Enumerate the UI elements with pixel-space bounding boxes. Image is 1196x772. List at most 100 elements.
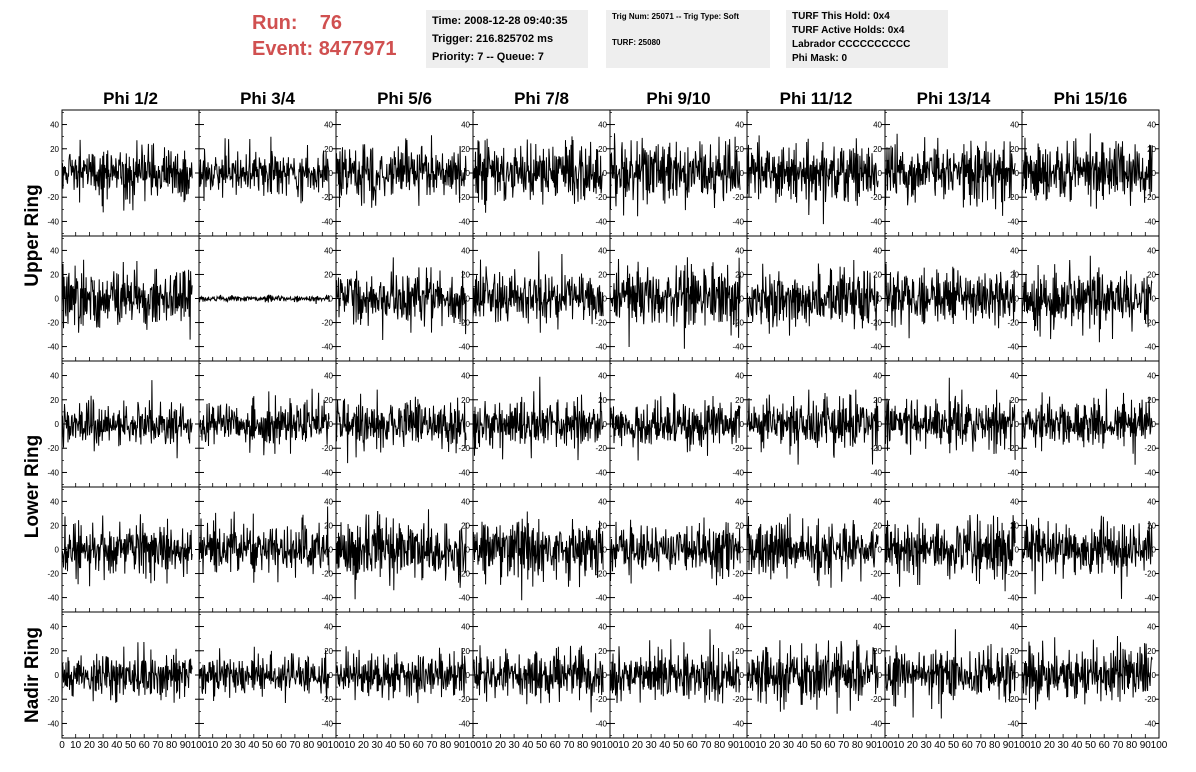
- y-tick-label: -20: [1144, 193, 1156, 202]
- y-tick-label: -20: [458, 695, 470, 704]
- waveform-trace-r2-c6: [746, 259, 879, 336]
- y-tick-label: 0: [740, 295, 745, 304]
- y-tick-label: 20: [1010, 145, 1019, 154]
- x-tick-label: 70: [152, 740, 164, 751]
- y-tick-label: 20: [50, 521, 59, 530]
- y-tick-label: -20: [595, 695, 607, 704]
- x-tick-label: 30: [372, 740, 384, 751]
- y-tick-label: -20: [321, 695, 333, 704]
- x-tick-label: 60: [962, 740, 974, 751]
- run-value: 76: [319, 12, 343, 34]
- x-tick-label: 30: [235, 740, 247, 751]
- waveform-trace-r2-c4: [472, 251, 604, 333]
- y-tick-label: 0: [603, 546, 608, 555]
- y-tick-label: 0: [466, 295, 471, 304]
- x-tick-label: 30: [509, 740, 521, 751]
- turf-this-hold-text: TURF This Hold: 0x4: [792, 11, 890, 22]
- y-tick-label: -40: [870, 343, 882, 352]
- x-tick-label: 50: [125, 740, 137, 751]
- y-tick-label: 40: [735, 121, 744, 130]
- y-tick-label: 40: [1010, 121, 1019, 130]
- x-tick-label: 20: [221, 740, 233, 751]
- y-tick-label: 40: [598, 121, 607, 130]
- y-tick-label: -40: [1144, 719, 1156, 728]
- y-tick-label: -20: [47, 570, 59, 579]
- y-tick-label: 20: [598, 521, 607, 530]
- waveform-trace-r2-c7: [884, 263, 1016, 339]
- y-tick-label: -20: [321, 444, 333, 453]
- y-tick-label: 0: [1015, 169, 1020, 178]
- y-tick-label: 0: [740, 546, 745, 555]
- y-tick-label: 0: [466, 546, 471, 555]
- turf-text: TURF: 25080: [612, 38, 661, 47]
- column-title-3: Phi 5/6: [377, 89, 432, 108]
- y-tick-label: -40: [732, 217, 744, 226]
- y-tick-label: 20: [873, 145, 882, 154]
- y-tick-label: -20: [47, 695, 59, 704]
- x-tick-label: 0: [59, 740, 65, 751]
- y-tick-label: -40: [732, 343, 744, 352]
- y-tick-label: 40: [1147, 246, 1156, 255]
- x-tick-label: 90: [317, 740, 329, 751]
- y-tick-label: 40: [873, 246, 882, 255]
- waveform-trace-r5-c7: [884, 629, 1016, 719]
- x-tick-label: 60: [276, 740, 288, 751]
- y-tick-label: 0: [1015, 420, 1020, 429]
- y-tick-label: 20: [1010, 647, 1019, 656]
- waveform-trace-r1-c2: [198, 136, 330, 204]
- y-tick-label: 0: [1152, 295, 1157, 304]
- x-tick-label: 40: [1071, 740, 1083, 751]
- y-tick-label: 40: [873, 121, 882, 130]
- y-tick-label: 20: [873, 396, 882, 405]
- waveform-trace-r5-c1: [61, 641, 193, 703]
- y-tick-label: 0: [603, 169, 608, 178]
- waveform-trace-r1-c7: [884, 133, 1016, 216]
- x-tick-label: 20: [769, 740, 781, 751]
- waveform-trace-r5-c3: [335, 646, 467, 704]
- waveform-trace-r1-c1: [61, 139, 193, 213]
- y-tick-label: 40: [735, 246, 744, 255]
- x-tick-label: 40: [659, 740, 671, 751]
- x-tick-label: 90: [180, 740, 192, 751]
- y-tick-label: -20: [870, 570, 882, 579]
- time-text: Time: 2008-12-28 09:40:35: [432, 15, 568, 27]
- y-tick-label: -20: [732, 570, 744, 579]
- x-tick-label: 80: [577, 740, 589, 751]
- x-tick-label: 90: [591, 740, 603, 751]
- y-tick-label: 0: [603, 420, 608, 429]
- y-tick-label: 0: [603, 671, 608, 680]
- waveform-trace-r2-c2: [198, 294, 330, 305]
- waveform-trace-r4-c3: [335, 509, 467, 600]
- y-tick-label: 20: [461, 396, 470, 405]
- waveform-trace-r5-c5: [609, 629, 741, 704]
- x-tick-label: 10: [618, 740, 630, 751]
- x-tick-label: 80: [303, 740, 315, 751]
- y-tick-label: 0: [55, 671, 60, 680]
- y-tick-label: -20: [1144, 570, 1156, 579]
- y-tick-label: 40: [1010, 497, 1019, 506]
- y-tick-label: 40: [324, 372, 333, 381]
- waveform-trace-r4-c8: [1021, 515, 1153, 599]
- y-tick-label: -40: [870, 719, 882, 728]
- y-tick-label: -40: [1144, 594, 1156, 603]
- waveform-trace-r3-c6: [746, 389, 879, 465]
- y-tick-label: 20: [324, 521, 333, 530]
- x-tick-label: 10: [481, 740, 493, 751]
- y-tick-label: 0: [1152, 546, 1157, 555]
- x-tick-label: 30: [783, 740, 795, 751]
- y-tick-label: 0: [329, 295, 334, 304]
- y-tick-label: -20: [870, 193, 882, 202]
- x-tick-label: 20: [907, 740, 919, 751]
- y-tick-label: -20: [595, 444, 607, 453]
- waveform-trace-r3-c7: [884, 377, 1016, 460]
- x-tick-label: 20: [358, 740, 370, 751]
- y-tick-label: 0: [740, 169, 745, 178]
- x-tick-label: 70: [975, 740, 987, 751]
- y-tick-label: -40: [1007, 719, 1019, 728]
- x-tick-label: 30: [98, 740, 110, 751]
- waveform-trace-r1-c8: [1021, 133, 1153, 209]
- y-tick-label: 0: [1152, 420, 1157, 429]
- y-tick-label: 0: [55, 546, 60, 555]
- y-tick-label: 40: [1147, 497, 1156, 506]
- y-tick-label: 20: [598, 145, 607, 154]
